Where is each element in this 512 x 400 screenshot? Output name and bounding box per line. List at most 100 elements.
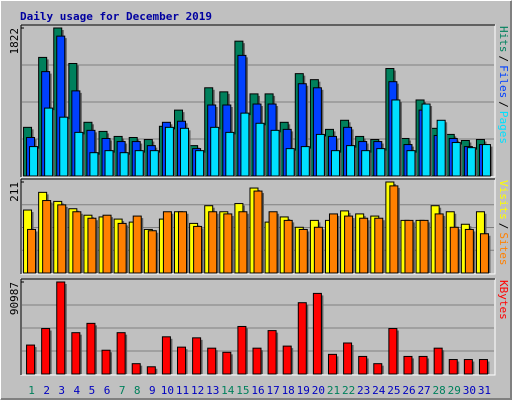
x-tick-label: 17	[266, 384, 279, 397]
bar	[270, 129, 280, 177]
bar	[285, 148, 295, 177]
bar	[463, 359, 473, 375]
bar	[433, 347, 443, 375]
bar	[481, 144, 491, 177]
bar	[237, 325, 247, 375]
y-tick-label: 211	[8, 182, 21, 202]
bar	[42, 200, 52, 274]
bar	[240, 112, 250, 177]
x-tick-label: 27	[417, 384, 430, 397]
bar	[268, 211, 278, 274]
x-tick-label: 12	[191, 384, 204, 397]
bar	[300, 146, 310, 177]
x-tick-label: 2	[43, 384, 50, 397]
y-tick-label: 90987	[8, 282, 21, 315]
legend-separator: /	[497, 56, 510, 63]
bar	[451, 142, 461, 177]
bar	[449, 226, 459, 274]
x-tick-label: 30	[463, 384, 476, 397]
bar	[26, 344, 36, 375]
bar	[71, 332, 81, 375]
bar	[132, 215, 142, 274]
bar	[358, 355, 368, 375]
bar	[389, 185, 399, 274]
bar	[208, 211, 218, 274]
legend-entry: Sites	[497, 232, 510, 265]
bar	[195, 150, 205, 177]
x-tick-label: 3	[58, 384, 65, 397]
bar	[479, 233, 489, 274]
x-tick-label: 6	[104, 384, 111, 397]
bar	[74, 131, 84, 177]
bar	[282, 345, 292, 375]
bar	[361, 150, 371, 177]
bar	[193, 225, 203, 274]
bar	[346, 145, 356, 177]
bar	[210, 126, 220, 177]
bar	[177, 346, 187, 375]
bar	[102, 214, 112, 274]
bar	[388, 328, 398, 375]
bar	[374, 217, 384, 274]
bar	[466, 147, 476, 177]
bar	[207, 347, 217, 375]
legend: KBytes	[497, 280, 510, 320]
bar	[180, 127, 190, 177]
legend: Hits / Files / Pages	[497, 26, 510, 144]
bar	[86, 322, 96, 375]
bar	[434, 213, 444, 274]
bar	[448, 359, 458, 375]
bar	[253, 190, 263, 274]
bar	[119, 152, 129, 177]
bar	[283, 219, 293, 274]
x-tick-label: 1	[28, 384, 35, 397]
bar	[406, 150, 416, 177]
bar	[27, 228, 37, 274]
x-tick-label: 4	[74, 384, 81, 397]
bar	[421, 103, 431, 177]
bar	[87, 217, 97, 274]
chart-title: Daily usage for December 2019	[20, 10, 212, 23]
x-tick-label: 19	[297, 384, 310, 397]
bar	[44, 107, 54, 177]
bar	[178, 211, 188, 274]
x-tick-label: 5	[89, 384, 96, 397]
bar	[312, 292, 322, 375]
x-tick-label: 22	[342, 384, 355, 397]
legend-entry: Pages	[497, 111, 510, 144]
x-tick-label: 11	[176, 384, 189, 397]
x-tick-label: 28	[433, 384, 446, 397]
x-tick-label: 7	[119, 384, 126, 397]
bar	[56, 281, 66, 375]
bar	[131, 363, 141, 375]
x-tick-label: 23	[357, 384, 370, 397]
bar	[117, 222, 127, 274]
bar	[344, 215, 354, 274]
bar	[330, 150, 340, 177]
bar	[373, 363, 383, 375]
bar	[343, 342, 353, 375]
x-tick-label: 25	[387, 384, 400, 397]
x-tick-label: 24	[372, 384, 386, 397]
bar	[161, 336, 171, 375]
bar	[164, 126, 174, 177]
x-tick-label: 20	[312, 384, 325, 397]
bar	[252, 347, 262, 375]
bar	[59, 116, 69, 177]
legend-separator: /	[497, 101, 510, 108]
x-tick-label: 8	[134, 384, 141, 397]
bar	[478, 359, 488, 375]
bar	[327, 353, 337, 375]
bar	[162, 211, 172, 274]
bar	[104, 150, 114, 177]
bar	[376, 148, 386, 177]
bar	[267, 330, 277, 375]
bar	[298, 228, 308, 274]
y-tick-label: 1822	[8, 28, 21, 55]
bar	[255, 122, 265, 177]
bar	[57, 204, 67, 274]
legend-separator: /	[497, 223, 510, 230]
bar	[403, 355, 413, 375]
